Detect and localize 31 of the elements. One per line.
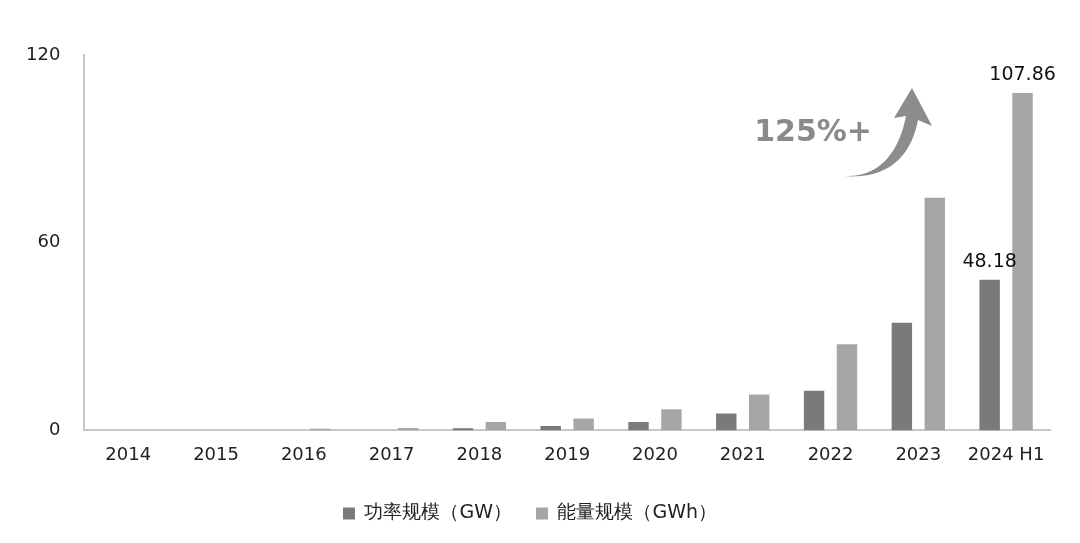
bar xyxy=(716,413,737,431)
bar xyxy=(573,418,594,431)
x-tick-label: 2020 xyxy=(632,442,678,464)
x-tick-label: 2023 xyxy=(895,442,942,464)
bar xyxy=(540,426,561,431)
x-tick-label: 2021 xyxy=(719,442,766,464)
x-tick-label: 2018 xyxy=(456,442,503,464)
bar xyxy=(979,279,1000,431)
x-tick-label: 2014 xyxy=(105,442,152,464)
annotation: 125%+ xyxy=(754,112,872,148)
x-tick-label: 2019 xyxy=(544,442,591,464)
x-tick-label: 2024 H1 xyxy=(967,442,1045,464)
data-label: 48.18 xyxy=(962,249,1017,272)
bar xyxy=(836,344,858,431)
legend-label: 能量规模（GWh） xyxy=(557,500,718,523)
x-tick-label: 2015 xyxy=(193,442,239,464)
data-label: 107.86 xyxy=(989,62,1056,85)
bar xyxy=(628,421,649,431)
legend-label: 功率规模（GW） xyxy=(364,500,512,523)
y-tick-label: 60 xyxy=(37,230,61,252)
bar xyxy=(924,197,945,431)
x-tick-label: 2017 xyxy=(368,442,415,464)
x-tick-label: 2016 xyxy=(280,442,327,464)
bar xyxy=(803,390,825,431)
bar xyxy=(661,409,682,431)
bar xyxy=(485,421,507,431)
bar xyxy=(891,322,913,431)
y-tick-label: 120 xyxy=(26,42,61,64)
bar xyxy=(749,394,770,431)
y-tick-label: 0 xyxy=(48,418,61,440)
x-tick-label: 2022 xyxy=(807,442,854,464)
